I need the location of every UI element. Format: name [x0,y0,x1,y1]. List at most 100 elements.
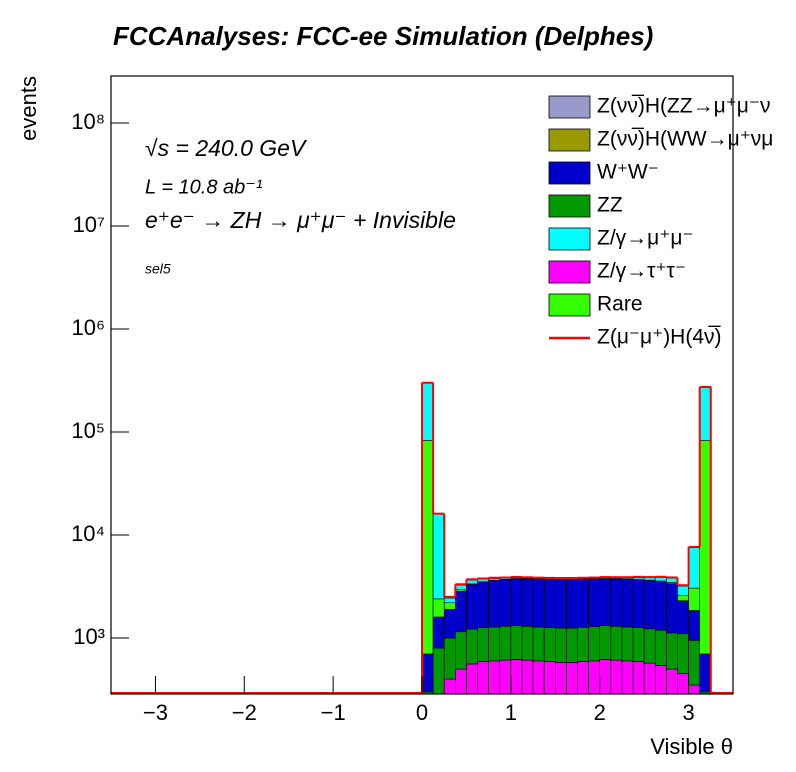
histogram-bar [443,602,456,610]
histogram-bar [643,580,656,630]
histogram-bar [510,659,523,695]
histogram-bar [488,660,501,695]
histogram-bar [432,513,445,600]
x-tick-label: −1 [321,700,346,725]
histogram-bar [588,626,601,662]
histogram-bar [443,678,456,695]
legend-label: Z/γ→τ⁺τ⁻ [597,260,686,283]
y-axis-label: events [16,76,41,141]
histogram-bar [554,662,567,695]
histogram-bar [666,632,678,670]
histogram-bar [588,660,601,695]
legend-label: Rare [597,293,643,316]
x-tick-label: 1 [505,700,517,725]
x-axis-label: Visible θ [650,734,733,759]
histogram-bar [455,590,467,633]
histogram-bar [543,661,556,695]
histogram-bar [477,661,489,695]
histogram-bar [621,626,634,662]
legend-label: W⁺W⁻ [597,161,659,184]
histogram-bar [566,579,578,629]
histogram-bar [510,578,523,626]
histogram-bar [599,578,612,626]
legend-swatch [548,161,591,185]
histogram-bar [699,386,712,441]
histogram-bar [432,647,445,695]
histogram-bar [577,578,589,628]
histogram-bar [532,626,545,662]
histogram-bar [632,627,645,662]
annotation: e⁺e⁻ → ZH → μ⁺μ⁻ + Invisible [145,207,456,233]
histogram-bar [610,625,623,661]
histogram-bar [455,668,467,695]
histogram-bar [521,578,534,627]
chart-title: FCCAnalyses: FCC-ee Simulation (Delphes) [113,21,653,51]
histogram-bar [466,628,478,665]
histogram-bar [566,627,578,663]
histogram-bar [577,661,589,695]
histogram-bar [632,579,645,628]
y-tick-label: 10⁷ [73,212,105,237]
histogram-bar [532,660,545,695]
y-tick-label: 10⁸ [71,109,105,134]
histogram-bar [666,583,678,634]
histogram-bar [421,382,434,441]
histogram-bar [688,640,700,686]
histogram-bar [510,625,523,660]
histogram-bar [654,665,667,695]
histogram-bar [432,598,445,618]
y-tick-label: 10⁵ [71,418,105,443]
x-tick-label: 2 [594,700,606,725]
histogram-bar [599,625,612,660]
histogram-bar [421,440,434,655]
y-tick-label: 10³ [73,624,105,649]
legend-swatch [548,293,591,317]
legend-label: Z(μ⁻μ⁺)H(4ν̅) [597,326,722,349]
legend-label: Z(νν̅)H(ZZ→μ⁺μ⁻ν [597,95,771,118]
histogram-bar [466,584,478,630]
histogram-bar [521,625,534,661]
histogram-bar [654,581,667,631]
legend-label: Z/γ→μ⁺μ⁻ [597,227,694,250]
histogram-bar [466,579,478,585]
histogram-bar [654,629,667,666]
histogram-bar [554,579,567,629]
histogram-bar [632,661,645,695]
histogram-bar [677,594,689,602]
histogram-bar [499,659,512,695]
histogram-bar [521,659,534,695]
x-tick-label: −2 [232,700,257,725]
histogram-bar [610,578,623,627]
histogram-bar [599,659,612,695]
annotation: √s = 240.0 GeV [145,135,308,161]
x-tick-label: 0 [416,700,428,725]
annotation: L = 10.8 ab⁻¹ [145,176,263,198]
histogram-bar [588,578,601,627]
legend-swatch [548,260,591,284]
histogram-bar [577,627,589,662]
histogram-bar [477,578,489,582]
legend-swatch [548,227,591,251]
histogram-bar [666,577,678,583]
histogram-bar [677,673,689,695]
histogram-bar [643,662,656,695]
y-tick-label: 10⁴ [71,521,105,546]
histogram-bar [455,631,467,670]
x-tick-label: 3 [682,700,694,725]
histogram-bar [677,585,689,596]
y-tick-label: 10⁶ [71,315,105,340]
legend-swatch [548,194,591,218]
histogram-bar [610,659,623,695]
histogram-bar [699,653,712,693]
histogram-bar [699,440,712,655]
histogram-bar [443,637,456,680]
legend-swatch [548,95,591,119]
legend-label: ZZ [597,194,623,217]
histogram-bar [488,580,501,628]
histogram-bar [477,581,489,628]
histogram-bar [499,579,512,627]
histogram-bar [621,660,634,695]
legend-swatch [548,128,591,152]
histogram-bar [643,628,656,664]
